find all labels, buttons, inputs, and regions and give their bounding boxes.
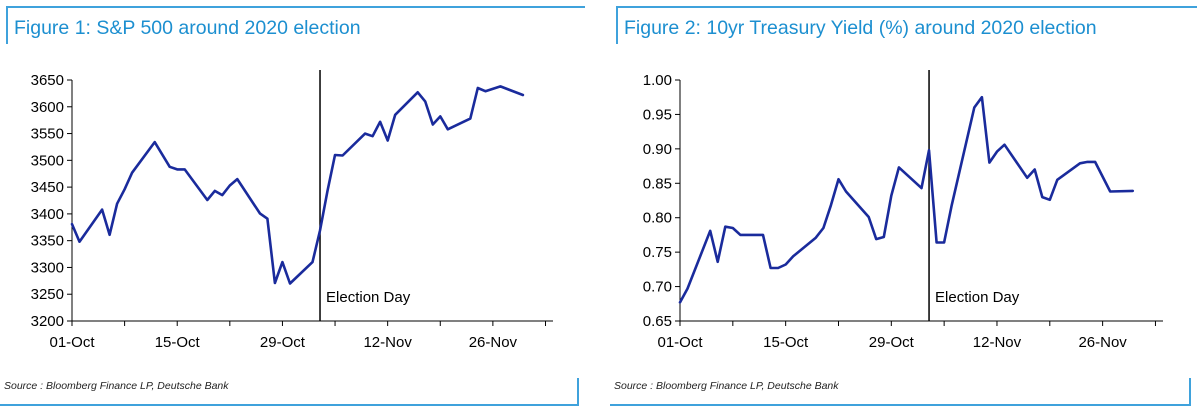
election-day-label: Election Day — [935, 289, 1020, 306]
y-tick-label: 1.00 — [643, 72, 672, 89]
x-tick-label: 15-Oct — [763, 334, 809, 351]
series-line — [70, 85, 525, 285]
series-line — [678, 95, 1135, 304]
title-left-rule — [6, 6, 8, 44]
y-tick-label: 3300 — [31, 259, 64, 276]
figure-panel-1: Figure 1: S&P 500 around 2020 election 3… — [0, 0, 585, 419]
y-tick-label: 3250 — [31, 286, 64, 303]
y-tick-label: 3350 — [31, 233, 64, 250]
figure-title: Figure 2: 10yr Treasury Yield (%) around… — [624, 17, 1097, 39]
title-top-rule — [616, 6, 1197, 8]
title-top-rule — [6, 6, 585, 8]
y-tick-label: 3400 — [31, 206, 64, 223]
x-tick-label: 12-Nov — [973, 334, 1022, 351]
title-left-rule — [616, 6, 618, 44]
y-tick-label: 0.70 — [643, 279, 672, 296]
y-tick-label: 3550 — [31, 126, 64, 143]
x-tick-label: 12-Nov — [363, 334, 412, 351]
y-tick-label: 3500 — [31, 152, 64, 169]
y-tick-label: 0.80 — [643, 210, 672, 227]
election-day-label: Election Day — [326, 289, 411, 306]
sp500-line-chart: 3200 3250 3300 3350 3400 3450 3500 3550 3600 3650… — [31, 70, 553, 351]
y-tick-label: 3650 — [31, 72, 64, 89]
source-right-rule — [1189, 378, 1191, 406]
source-bottom-rule — [0, 404, 579, 406]
figure-panel-2: Figure 2: 10yr Treasury Yield (%) around… — [610, 0, 1197, 419]
y-tick-label: 0.85 — [643, 175, 672, 192]
x-tick-label: 01-Oct — [657, 334, 703, 351]
source-note: Source : Bloomberg Finance LP, Deutsche … — [4, 380, 229, 392]
source-right-rule — [577, 378, 579, 406]
y-tick-label: 0.95 — [643, 106, 672, 123]
y-tick-label: 3450 — [31, 179, 64, 196]
treasury-yield-line-chart: 0.65 0.70 0.75 0.80 0.85 0.90 0.95 1.00 01-Oct 15… — [643, 70, 1163, 351]
y-tick-label: 3200 — [31, 313, 64, 330]
source-note: Source : Bloomberg Finance LP, Deutsche … — [614, 380, 839, 392]
x-tick-label: 15-Oct — [155, 334, 201, 351]
figure-title: Figure 1: S&P 500 around 2020 election — [14, 17, 361, 39]
y-tick-label: 0.75 — [643, 244, 672, 261]
x-tick-label: 29-Oct — [260, 334, 306, 351]
y-tick-label: 0.90 — [643, 141, 672, 158]
source-bottom-rule — [610, 404, 1191, 406]
x-tick-label: 26-Nov — [469, 334, 518, 351]
x-tick-label: 29-Oct — [869, 334, 915, 351]
x-tick-label: 01-Oct — [49, 334, 95, 351]
y-tick-label: 3600 — [31, 99, 64, 116]
y-tick-label: 0.65 — [643, 313, 672, 330]
x-tick-label: 26-Nov — [1078, 334, 1127, 351]
